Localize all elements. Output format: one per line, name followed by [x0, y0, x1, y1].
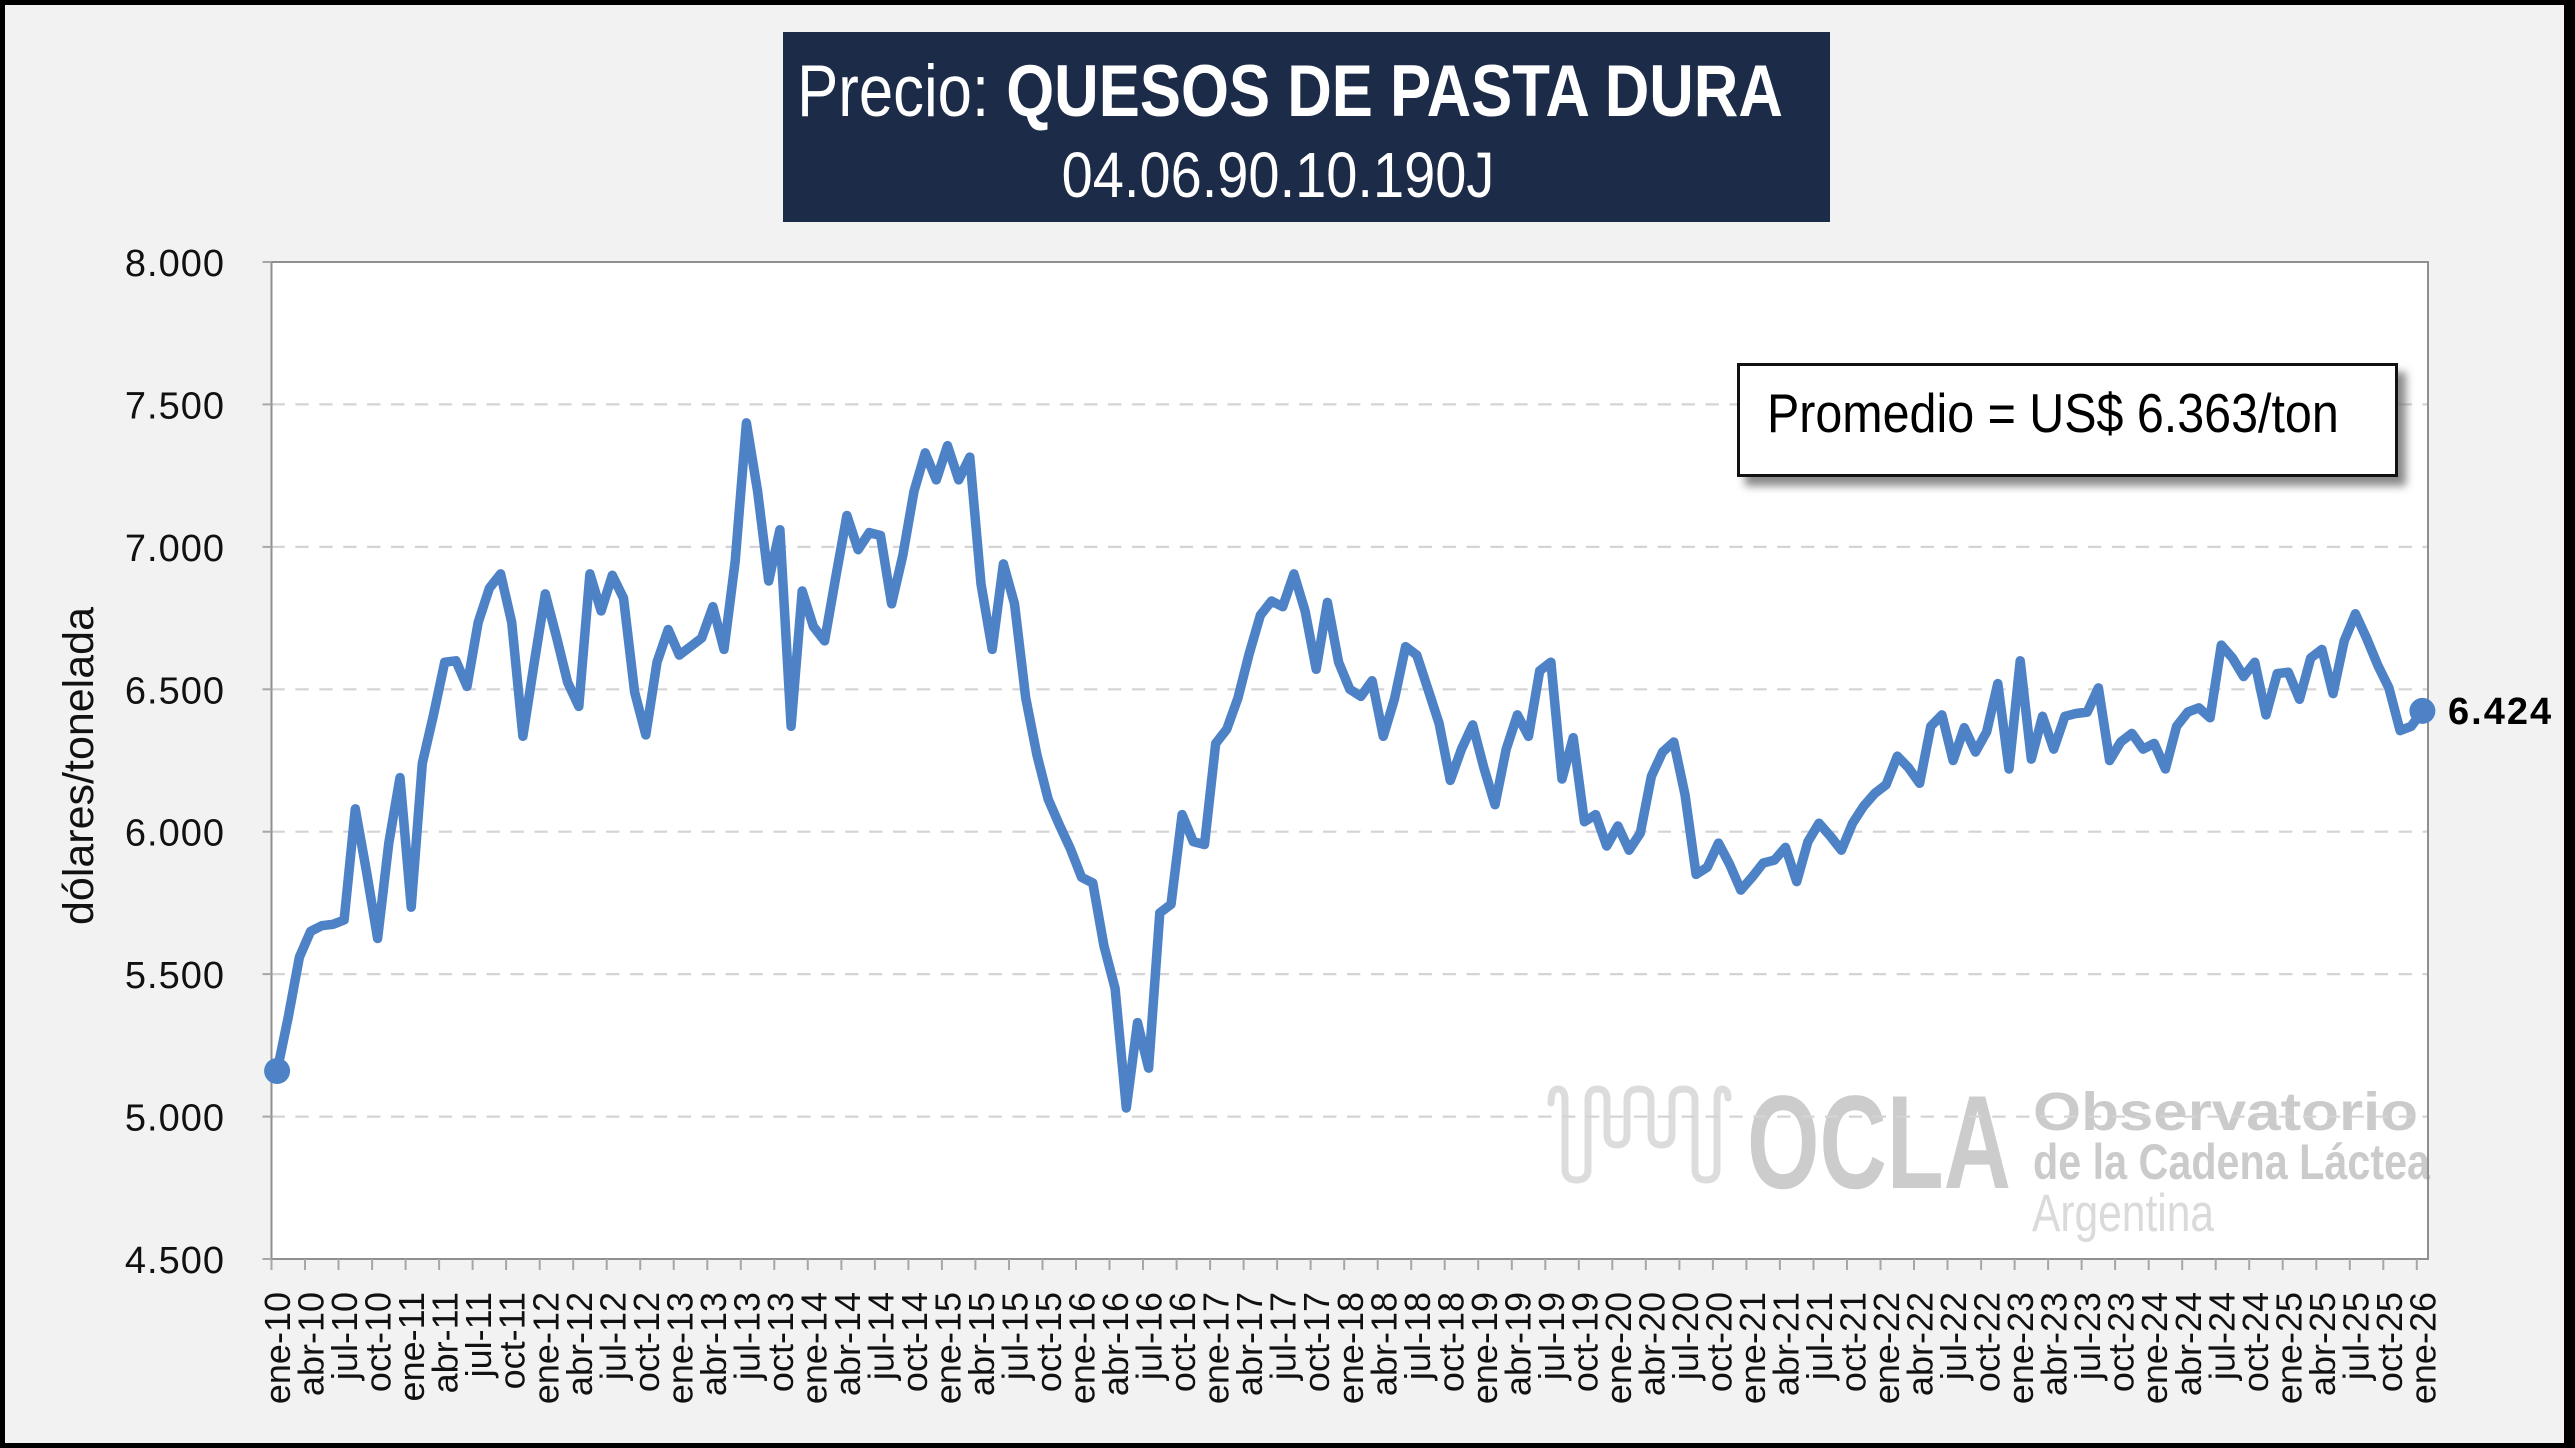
svg-text:oct-16: oct-16 [1162, 1292, 1203, 1392]
svg-text:abr-11: abr-11 [425, 1292, 466, 1393]
svg-text:abr-15: abr-15 [961, 1292, 1002, 1396]
svg-text:ene-14: ene-14 [793, 1292, 834, 1404]
svg-text:abr-12: abr-12 [559, 1292, 600, 1396]
svg-text:ene-23: ene-23 [2000, 1292, 2041, 1404]
svg-text:ene-18: ene-18 [1330, 1292, 1371, 1404]
svg-text:oct-22: oct-22 [1967, 1292, 2008, 1392]
svg-text:7.500: 7.500 [125, 385, 225, 427]
svg-text:ene-21: ene-21 [1732, 1292, 1773, 1404]
svg-text:jul-22: jul-22 [1933, 1292, 1974, 1381]
svg-text:abr-24: abr-24 [2168, 1292, 2209, 1396]
svg-text:oct-18: oct-18 [1430, 1292, 1471, 1392]
svg-text:ene-22: ene-22 [1866, 1292, 1907, 1404]
svg-text:ene-15: ene-15 [928, 1292, 969, 1404]
svg-text:jul-13: jul-13 [726, 1292, 767, 1381]
svg-text:oct-11: oct-11 [492, 1292, 533, 1389]
svg-text:abr-19: abr-19 [1497, 1292, 1538, 1396]
svg-text:ene-16: ene-16 [1062, 1292, 1103, 1404]
svg-text:ene-19: ene-19 [1464, 1292, 1505, 1404]
svg-text:abr-20: abr-20 [1631, 1292, 1672, 1396]
svg-text:abr-10: abr-10 [291, 1292, 332, 1396]
svg-text:jul-18: jul-18 [1397, 1292, 1438, 1381]
svg-text:jul-11: jul-11 [458, 1292, 499, 1378]
svg-text:abr-17: abr-17 [1229, 1292, 1270, 1396]
svg-text:5.000: 5.000 [125, 1098, 225, 1140]
svg-text:5.500: 5.500 [125, 955, 225, 997]
svg-text:04.06.90.10.190J: 04.06.90.10.190J [1062, 140, 1495, 211]
svg-text:7.000: 7.000 [125, 528, 225, 570]
svg-text:6.500: 6.500 [125, 670, 225, 712]
svg-text:ene-11: ene-11 [391, 1292, 432, 1401]
svg-text:jul-17: jul-17 [1263, 1292, 1304, 1381]
svg-text:ene-25: ene-25 [2268, 1292, 2309, 1404]
svg-text:oct-14: oct-14 [894, 1292, 935, 1392]
svg-text:oct-17: oct-17 [1296, 1292, 1337, 1392]
svg-text:6.000: 6.000 [125, 813, 225, 855]
svg-text:ene-10: ene-10 [257, 1292, 298, 1404]
svg-text:jul-23: jul-23 [2067, 1292, 2108, 1381]
svg-text:jul-14: jul-14 [861, 1292, 902, 1381]
svg-text:abr-23: abr-23 [2034, 1292, 2075, 1396]
svg-text:oct-25: oct-25 [2369, 1292, 2410, 1392]
svg-text:Argentina: Argentina [2032, 1184, 2214, 1243]
svg-text:8.000: 8.000 [125, 243, 225, 285]
svg-text:jul-16: jul-16 [1129, 1292, 1170, 1381]
svg-text:ene-13: ene-13 [659, 1292, 700, 1404]
svg-text:abr-13: abr-13 [693, 1292, 734, 1396]
svg-text:abr-18: abr-18 [1363, 1292, 1404, 1396]
svg-text:ene-17: ene-17 [1196, 1292, 1237, 1404]
svg-text:oct-13: oct-13 [760, 1292, 801, 1392]
svg-text:oct-23: oct-23 [2101, 1292, 2142, 1392]
svg-text:abr-14: abr-14 [827, 1292, 868, 1396]
svg-text:de la Cadena Láctea: de la Cadena Láctea [2033, 1134, 2431, 1190]
svg-text:oct-10: oct-10 [358, 1292, 399, 1392]
svg-text:4.500: 4.500 [125, 1240, 225, 1282]
svg-text:OCLA: OCLA [1747, 1069, 2011, 1217]
svg-text:oct-15: oct-15 [1028, 1292, 1069, 1392]
svg-text:Precio: QUESOS DE PASTA DURA: Precio: QUESOS DE PASTA DURA [797, 51, 1783, 132]
svg-text:oct-24: oct-24 [2235, 1292, 2276, 1392]
svg-text:jul-20: jul-20 [1665, 1292, 1706, 1381]
svg-text:ene-20: ene-20 [1598, 1292, 1639, 1404]
svg-text:abr-22: abr-22 [1900, 1292, 1941, 1396]
svg-text:jul-25: jul-25 [2335, 1292, 2376, 1381]
svg-text:oct-20: oct-20 [1699, 1292, 1740, 1392]
svg-text:ene-12: ene-12 [525, 1292, 566, 1404]
svg-text:jul-10: jul-10 [324, 1292, 365, 1381]
svg-text:oct-12: oct-12 [626, 1292, 667, 1392]
svg-text:jul-12: jul-12 [592, 1292, 633, 1381]
svg-text:ene-26: ene-26 [2402, 1292, 2443, 1404]
svg-text:abr-25: abr-25 [2302, 1292, 2343, 1396]
svg-text:ene-24: ene-24 [2134, 1292, 2175, 1404]
svg-text:jul-21: jul-21 [1799, 1292, 1840, 1381]
svg-text:6.424: 6.424 [2448, 691, 2553, 733]
svg-text:jul-15: jul-15 [995, 1292, 1036, 1381]
svg-text:jul-24: jul-24 [2201, 1292, 2242, 1381]
svg-text:jul-19: jul-19 [1531, 1292, 1572, 1381]
svg-text:oct-21: oct-21 [1833, 1292, 1874, 1392]
svg-text:abr-21: abr-21 [1766, 1292, 1807, 1396]
svg-text:Observatorio: Observatorio [2033, 1082, 2418, 1142]
svg-text:dólares/tonelada: dólares/tonelada [55, 607, 103, 925]
svg-text:oct-19: oct-19 [1564, 1292, 1605, 1392]
svg-text:abr-16: abr-16 [1095, 1292, 1136, 1396]
